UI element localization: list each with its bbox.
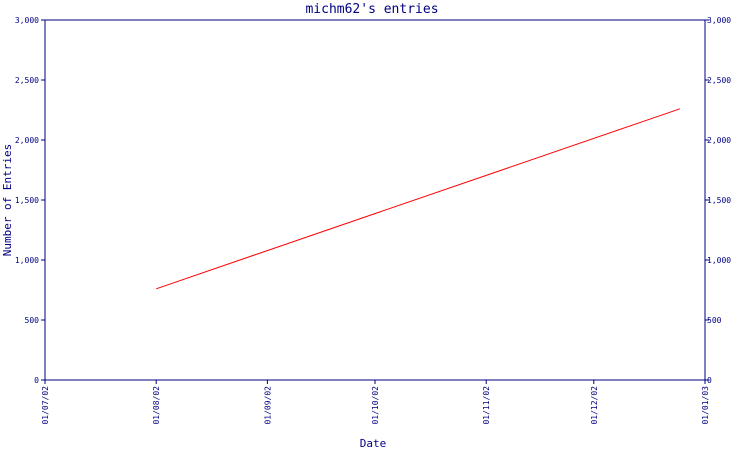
x-axis-label: Date	[360, 437, 387, 450]
x-tick-label: 01/10/02	[371, 386, 380, 425]
x-tick-label: 01/01/03	[701, 386, 710, 425]
series-layer	[156, 108, 681, 290]
y-tick-label-left: 500	[25, 316, 40, 325]
plot-area	[44, 19, 706, 381]
y-tick-label-right: 500	[707, 316, 722, 325]
x-tick-label: 01/12/02	[590, 386, 599, 425]
y-tick-label-right: 2,000	[707, 136, 731, 145]
y-tick-label-right: 2,500	[707, 76, 731, 85]
y-tick-label-left: 2,500	[15, 76, 39, 85]
x-axis: 01/07/02 01/08/02 01/09/02 01/10/02 01/11/02…	[41, 380, 710, 425]
y-tick-label-right: 3,000	[707, 16, 731, 25]
y-tick-label-left: 1,500	[15, 196, 39, 205]
y-axis-label: Number of Entries	[1, 144, 14, 257]
y-tick-label-left: 3,000	[15, 16, 39, 25]
x-tick-label: 01/08/02	[152, 386, 161, 425]
y-tick-label-right: 0	[707, 376, 712, 385]
y-tick-label-left: 1,000	[15, 256, 39, 265]
y-axis-left: 0 500 1,000 1,500 2,000 2,500 3,000	[15, 16, 45, 385]
x-tick-label: 01/07/02	[41, 386, 50, 425]
y-tick-label-right: 1,500	[707, 196, 731, 205]
x-tick-label: 01/11/02	[482, 386, 491, 425]
x-tick-label: 01/09/02	[263, 386, 272, 425]
y-axis-right: 0 500 1,000 1,500 2,000 2,500 3,000	[705, 16, 731, 385]
y-tick-label-right: 1,000	[707, 256, 731, 265]
y-tick-label-left: 2,000	[15, 136, 39, 145]
chart-title: michm62's entries	[305, 2, 438, 17]
series-line	[156, 108, 681, 290]
y-tick-label-left: 0	[34, 376, 39, 385]
